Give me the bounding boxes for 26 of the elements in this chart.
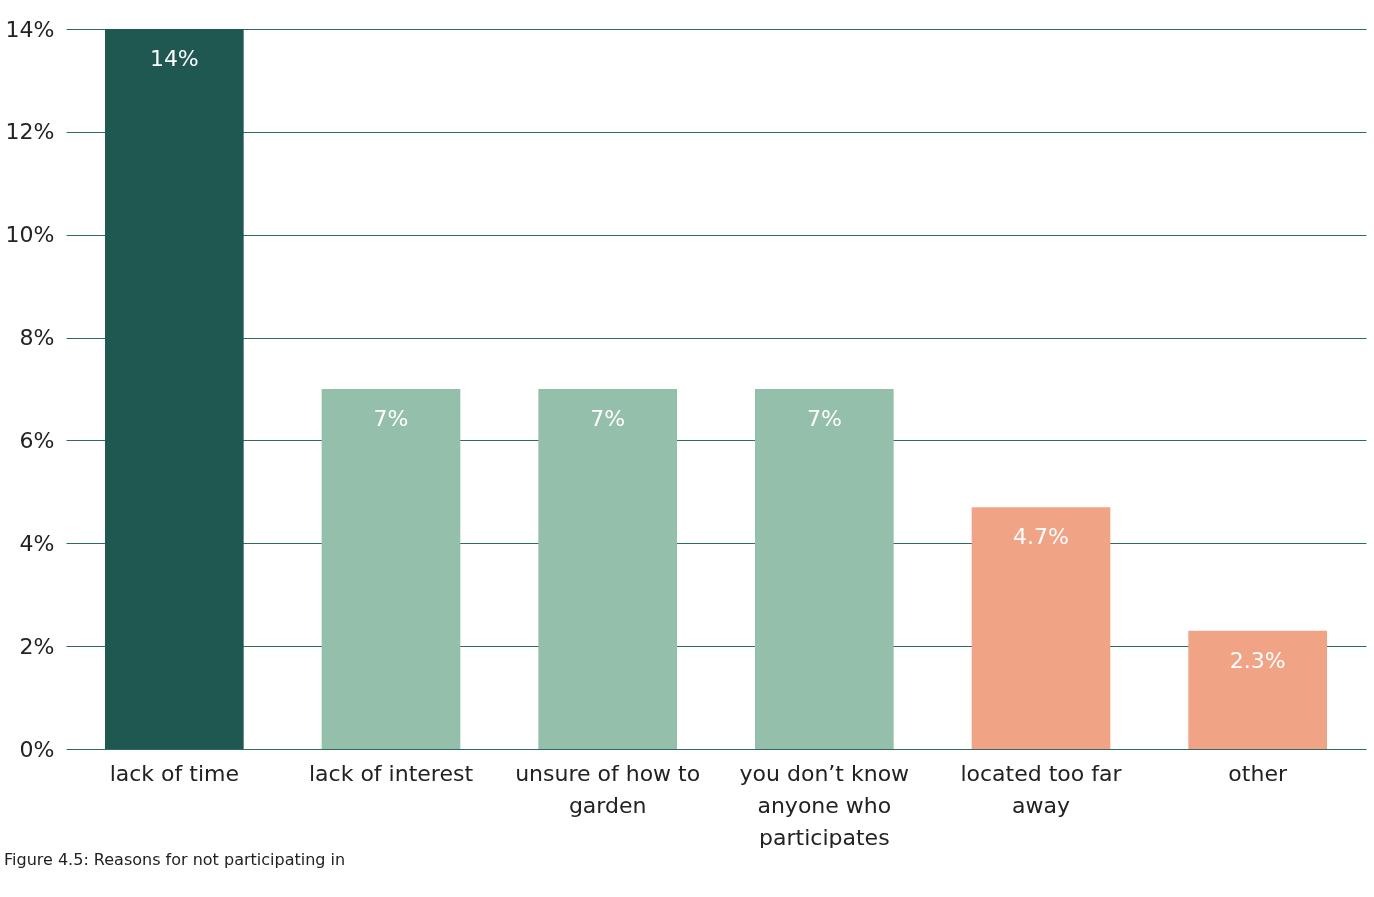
y-tick-label: 14% <box>5 16 55 42</box>
bar <box>538 389 677 749</box>
x-tick-label: lack of time <box>109 760 239 786</box>
x-tick-label: located too far away <box>960 760 1123 818</box>
data-label: 7% <box>590 406 626 431</box>
bar <box>105 29 244 749</box>
data-label: 7% <box>806 406 842 431</box>
bar <box>1188 630 1327 749</box>
y-tick-label: 12% <box>5 119 55 145</box>
y-tick-label: 0% <box>19 736 55 762</box>
data-label: 2.3% <box>1229 647 1286 673</box>
data-label: 4.7% <box>1013 524 1069 550</box>
data-label: 7% <box>373 406 409 431</box>
y-tick-label: 8% <box>19 325 55 351</box>
data-label: 14% <box>149 46 199 71</box>
x-tick-label: other <box>1228 760 1288 786</box>
bar <box>971 507 1111 749</box>
y-tick-label: 10% <box>5 222 55 248</box>
y-tick-label: 4% <box>19 530 55 556</box>
y-tick-label: 6% <box>19 427 55 453</box>
caption: Figure 4.5: Reasons for not participating in <box>3 849 347 871</box>
x-tick-label: lack of interest <box>308 760 474 786</box>
bar <box>755 389 894 749</box>
bar <box>321 389 461 749</box>
x-tick-label: unsure of how to garden <box>515 760 701 818</box>
y-tick-label: 2% <box>19 633 55 659</box>
